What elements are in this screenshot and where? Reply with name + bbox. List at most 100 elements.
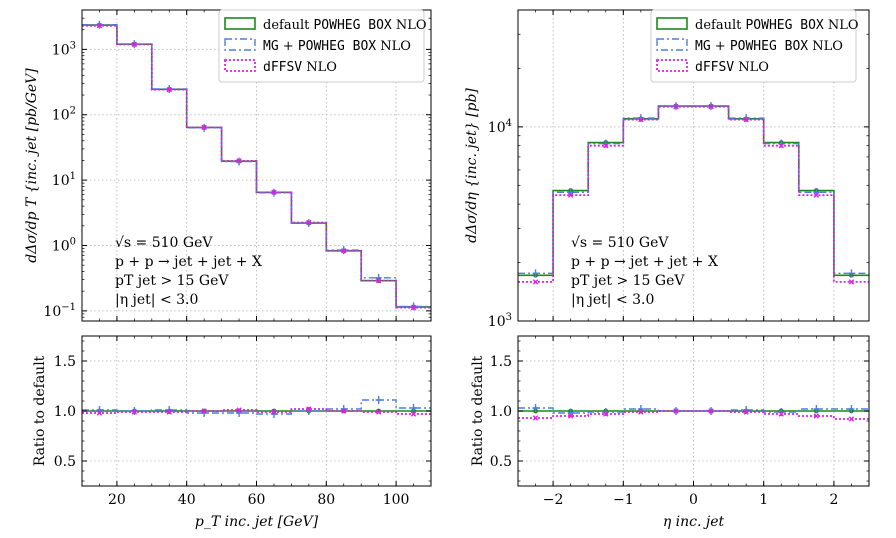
y-tick-label: 103 <box>52 40 76 58</box>
series-dffsv-point <box>813 413 820 419</box>
series-dffsv-point <box>708 408 714 414</box>
panel-left-ratio: 20 40 60 80 100 0.5 1.0 1.5 Ratio to default p_T … <box>32 335 432 530</box>
y-tick-label: 1.0 <box>54 404 76 420</box>
legend: default POWHEG BOX NLO MG + POWHEG BOX NL… <box>650 9 859 83</box>
legend-label-mg: MG + POWHEG BOX NLO <box>695 39 843 54</box>
series-dffsv-point <box>708 104 714 110</box>
series-dffsv-line <box>518 105 869 283</box>
y-tick-label: 0.5 <box>54 454 76 470</box>
series-dffsv-point <box>166 409 172 415</box>
series-dffsv-point <box>532 415 539 421</box>
legend-box <box>218 9 425 83</box>
x-axis-label: η inc. jet <box>663 514 725 530</box>
series-mg-point <box>848 269 855 278</box>
series-dffsv-point <box>131 409 138 415</box>
legend-box <box>650 9 857 83</box>
y-tick-label: 10−1 <box>43 302 76 320</box>
series-mg-point <box>410 404 417 412</box>
series-dffsv-point <box>236 158 242 164</box>
series-dffsv-point <box>375 277 382 284</box>
series-mg-point <box>375 396 382 404</box>
series-mg-point <box>532 404 539 412</box>
legend-swatch-mg <box>656 38 688 51</box>
x-tick-label: 0 <box>689 492 698 508</box>
series-dffsv-point <box>567 413 574 419</box>
series-dffsv-point <box>567 192 574 198</box>
x-tick-label: 60 <box>248 492 266 508</box>
series-dffsv-point <box>341 408 347 414</box>
series-mg-point <box>131 407 138 415</box>
series-dffsv-point <box>271 189 277 196</box>
y-tick-label: 1.0 <box>490 404 512 420</box>
y-tick-label: 103 <box>488 312 512 330</box>
y-axis-label: dΔσ/dp T {inc. jet [pb/GeV] <box>24 68 40 263</box>
series-dffsv-point <box>603 411 609 417</box>
series-dffsv-point <box>778 411 784 417</box>
annotation-line1: √s = 510 GeV <box>571 235 669 251</box>
series-dffsv-point <box>848 279 855 285</box>
annotation-line4: |η jet| < 3.0 <box>571 292 654 308</box>
annotation: √s = 510 GeV p + p → jet + jet + X pT jet … <box>115 235 262 308</box>
series-mg-point <box>848 405 855 413</box>
y-tick-label: 1.5 <box>490 354 512 370</box>
series-dffsv-point <box>848 416 855 422</box>
legend-label-mg: MG + POWHEG BOX NLO <box>263 39 411 54</box>
annotation-line3: pT jet > 15 GeV <box>115 273 229 289</box>
legend-swatch-dffsv <box>656 59 688 72</box>
x-tick-label: 2 <box>829 492 838 508</box>
series-dffsv-point <box>778 142 784 149</box>
series-mg-line <box>82 399 431 415</box>
legend-label-default: default POWHEG BOX NLO <box>263 18 427 33</box>
series-dffsv-line <box>82 24 431 309</box>
series-dffsv-point <box>96 23 103 29</box>
series-dffsv-point <box>673 408 679 414</box>
annotation-line3: pT jet > 15 GeV <box>571 273 685 289</box>
y-tick-label: 101 <box>52 171 76 189</box>
y-axis-label: dΔσ/dη {inc. jet} [pb] <box>464 88 480 243</box>
series-dffsv-point <box>743 409 749 415</box>
series-mg-line <box>518 105 869 275</box>
x-axis-label: p_T inc. jet [GeV] <box>195 514 319 530</box>
x-tick-label: 100 <box>383 492 410 508</box>
series-dffsv-point <box>638 409 644 415</box>
legend: default POWHEG BOX NLO MG + POWHEG BOX NL… <box>218 9 427 83</box>
series-dffsv-point <box>96 410 103 416</box>
y-tick-label: 1.5 <box>54 354 76 370</box>
series-dffsv-line <box>518 410 869 420</box>
annotation-line2: p + p → jet + jet + X <box>115 254 262 270</box>
y-tick-label: 104 <box>488 118 512 136</box>
x-tick-label: 1 <box>759 492 768 508</box>
annotation-line1: √s = 510 GeV <box>115 235 213 251</box>
legend-swatch-default <box>224 17 256 30</box>
legend-label-dffsv: dFFSV NLO <box>695 60 769 75</box>
legend-label-default: default POWHEG BOX NLO <box>695 18 859 33</box>
legend-label-dffsv: dFFSV NLO <box>263 60 337 75</box>
y-axis-label: Ratio to default <box>32 355 48 466</box>
series-dffsv-point <box>638 116 644 123</box>
series-dffsv-point <box>201 124 207 131</box>
x-tick-label: −1 <box>613 492 634 508</box>
series-dffsv-point <box>306 219 312 226</box>
series-mg-point <box>532 269 539 278</box>
series-dffsv-point <box>375 409 382 415</box>
y-tick-label: 0.5 <box>490 454 512 470</box>
x-tick-label: −2 <box>543 492 564 508</box>
x-tick-label: 20 <box>108 492 126 508</box>
series-mg-point <box>813 405 820 413</box>
x-tick-label: 40 <box>178 492 196 508</box>
annotation: √s = 510 GeV p + p → jet + jet + X pT jet … <box>571 235 718 308</box>
series-dffsv-point <box>236 407 242 413</box>
y-tick-label: 100 <box>52 236 76 254</box>
series-dffsv-point <box>341 248 347 254</box>
series-dffsv-point <box>673 104 679 110</box>
series-dffsv-point <box>410 411 417 417</box>
y-tick-label: 102 <box>52 106 76 124</box>
series-dffsv-point <box>743 116 749 123</box>
series-dffsv-point <box>201 408 207 414</box>
series-dffsv-point <box>410 304 417 311</box>
series-dffsv-point <box>131 41 138 48</box>
legend-swatch-dffsv <box>224 59 256 72</box>
annotation-line4: |η jet| < 3.0 <box>115 292 198 308</box>
